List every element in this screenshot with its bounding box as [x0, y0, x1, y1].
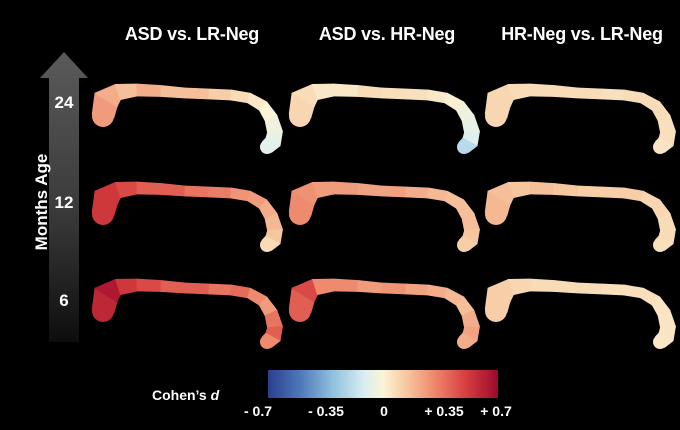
callosum-segment	[160, 280, 186, 294]
callosum-end-cap	[260, 238, 274, 252]
colorbar-label-prefix: Cohen’s	[152, 387, 211, 403]
callosum-segment	[623, 284, 645, 299]
callosum-segment	[208, 283, 232, 296]
callosum-segment	[357, 280, 383, 294]
callosum-segment	[230, 89, 252, 104]
callosum-segment	[160, 85, 186, 99]
callosum-segment	[577, 282, 603, 295]
callosum-segment	[529, 83, 555, 97]
callosum-segment	[184, 282, 210, 295]
corpus-callosum-24m-1	[288, 83, 480, 154]
callosum-segment	[333, 278, 359, 292]
callosum-segment	[529, 181, 555, 195]
callosum-segment	[623, 187, 645, 202]
callosum-segment	[136, 181, 162, 195]
callosum-segment	[208, 186, 232, 199]
column-title-asd-vs-lr-neg: ASD vs. LR-Neg	[124, 24, 260, 44]
callosum-segment	[230, 284, 252, 299]
callosum-segment	[333, 83, 359, 97]
row-label-12-months: 12	[54, 193, 74, 212]
callosum-end-cap	[653, 238, 667, 252]
callosum-segment	[136, 83, 162, 97]
colorbar-label: Cohen’s d	[152, 387, 219, 403]
colorbar-tick: 0	[380, 403, 388, 419]
callosum-end-cap	[653, 140, 667, 154]
corpus-callosum-6m-1	[288, 278, 480, 349]
callosum-segment	[529, 278, 555, 292]
callosum-segment	[357, 85, 383, 99]
colorbar-gradient	[268, 370, 498, 398]
corpus-callosum-6m-0	[91, 278, 283, 349]
colorbar-tick: + 0.7	[480, 403, 512, 419]
colorbar-label-symbol: d	[210, 387, 220, 403]
callosum-end-cap	[289, 105, 311, 127]
callosum-segment	[381, 87, 407, 100]
callosum-segment	[136, 278, 162, 292]
callosum-segment	[601, 283, 625, 296]
callosum-end-cap	[457, 238, 471, 252]
row-label-6-months: 6	[59, 291, 69, 310]
callosum-end-cap	[92, 300, 114, 322]
colorbar-tick: + 0.35	[424, 403, 464, 419]
callosum-segment	[160, 183, 186, 197]
corpus-callosum-12m-1	[288, 181, 480, 252]
callosum-segment	[230, 187, 252, 202]
corpus-callosum-24m-0	[91, 83, 283, 154]
callosum-segment	[577, 87, 603, 100]
callosum-segment	[333, 181, 359, 195]
callosum-segment	[405, 283, 429, 296]
callosum-segment	[623, 89, 645, 104]
callosum-segment	[601, 88, 625, 101]
callosum-end-cap	[260, 140, 274, 154]
callosum-segment	[553, 183, 579, 197]
corpus-callosum-6m-2	[484, 278, 676, 349]
corpus-callosum-24m-2	[484, 83, 676, 154]
row-label-24-months: 24	[54, 93, 74, 112]
callosum-segment	[427, 89, 449, 104]
callosum-end-cap	[92, 203, 114, 225]
callosum-segment	[427, 284, 449, 299]
callosum-segment	[601, 186, 625, 199]
callosum-end-cap	[457, 140, 471, 154]
callosum-segment	[405, 88, 429, 101]
callosum-segment	[381, 282, 407, 295]
column-title-asd-vs-hr-neg: ASD vs. HR-Neg	[318, 24, 456, 44]
callosum-end-cap	[485, 105, 507, 127]
callosum-end-cap	[260, 335, 274, 349]
callosum-segment	[577, 185, 603, 198]
callosum-segment	[184, 185, 210, 198]
callosum-segment	[184, 87, 210, 100]
callosum-end-cap	[485, 203, 507, 225]
corpus-callosum-12m-0	[91, 181, 283, 252]
callosum-end-cap	[485, 300, 507, 322]
callosum-end-cap	[289, 203, 311, 225]
column-title-hr-neg-vs-lr-neg: HR-Neg vs. LR-Neg	[501, 24, 663, 44]
age-axis-arrow	[40, 52, 88, 342]
callosum-segment	[357, 183, 383, 197]
corpus-callosum-12m-2	[484, 181, 676, 252]
callosum-end-cap	[289, 300, 311, 322]
callosum-end-cap	[457, 335, 471, 349]
callosum-segment	[427, 187, 449, 202]
callosum-segment	[208, 88, 232, 101]
callosum-segment	[553, 280, 579, 294]
callosum-end-cap	[92, 105, 114, 127]
colorbar-tick: - 0.7	[243, 403, 272, 419]
callosum-end-cap	[653, 335, 667, 349]
callosum-segment	[405, 186, 429, 199]
callosum-segment	[553, 85, 579, 99]
colorbar-tick: - 0.35	[308, 403, 344, 419]
callosum-segment	[381, 185, 407, 198]
